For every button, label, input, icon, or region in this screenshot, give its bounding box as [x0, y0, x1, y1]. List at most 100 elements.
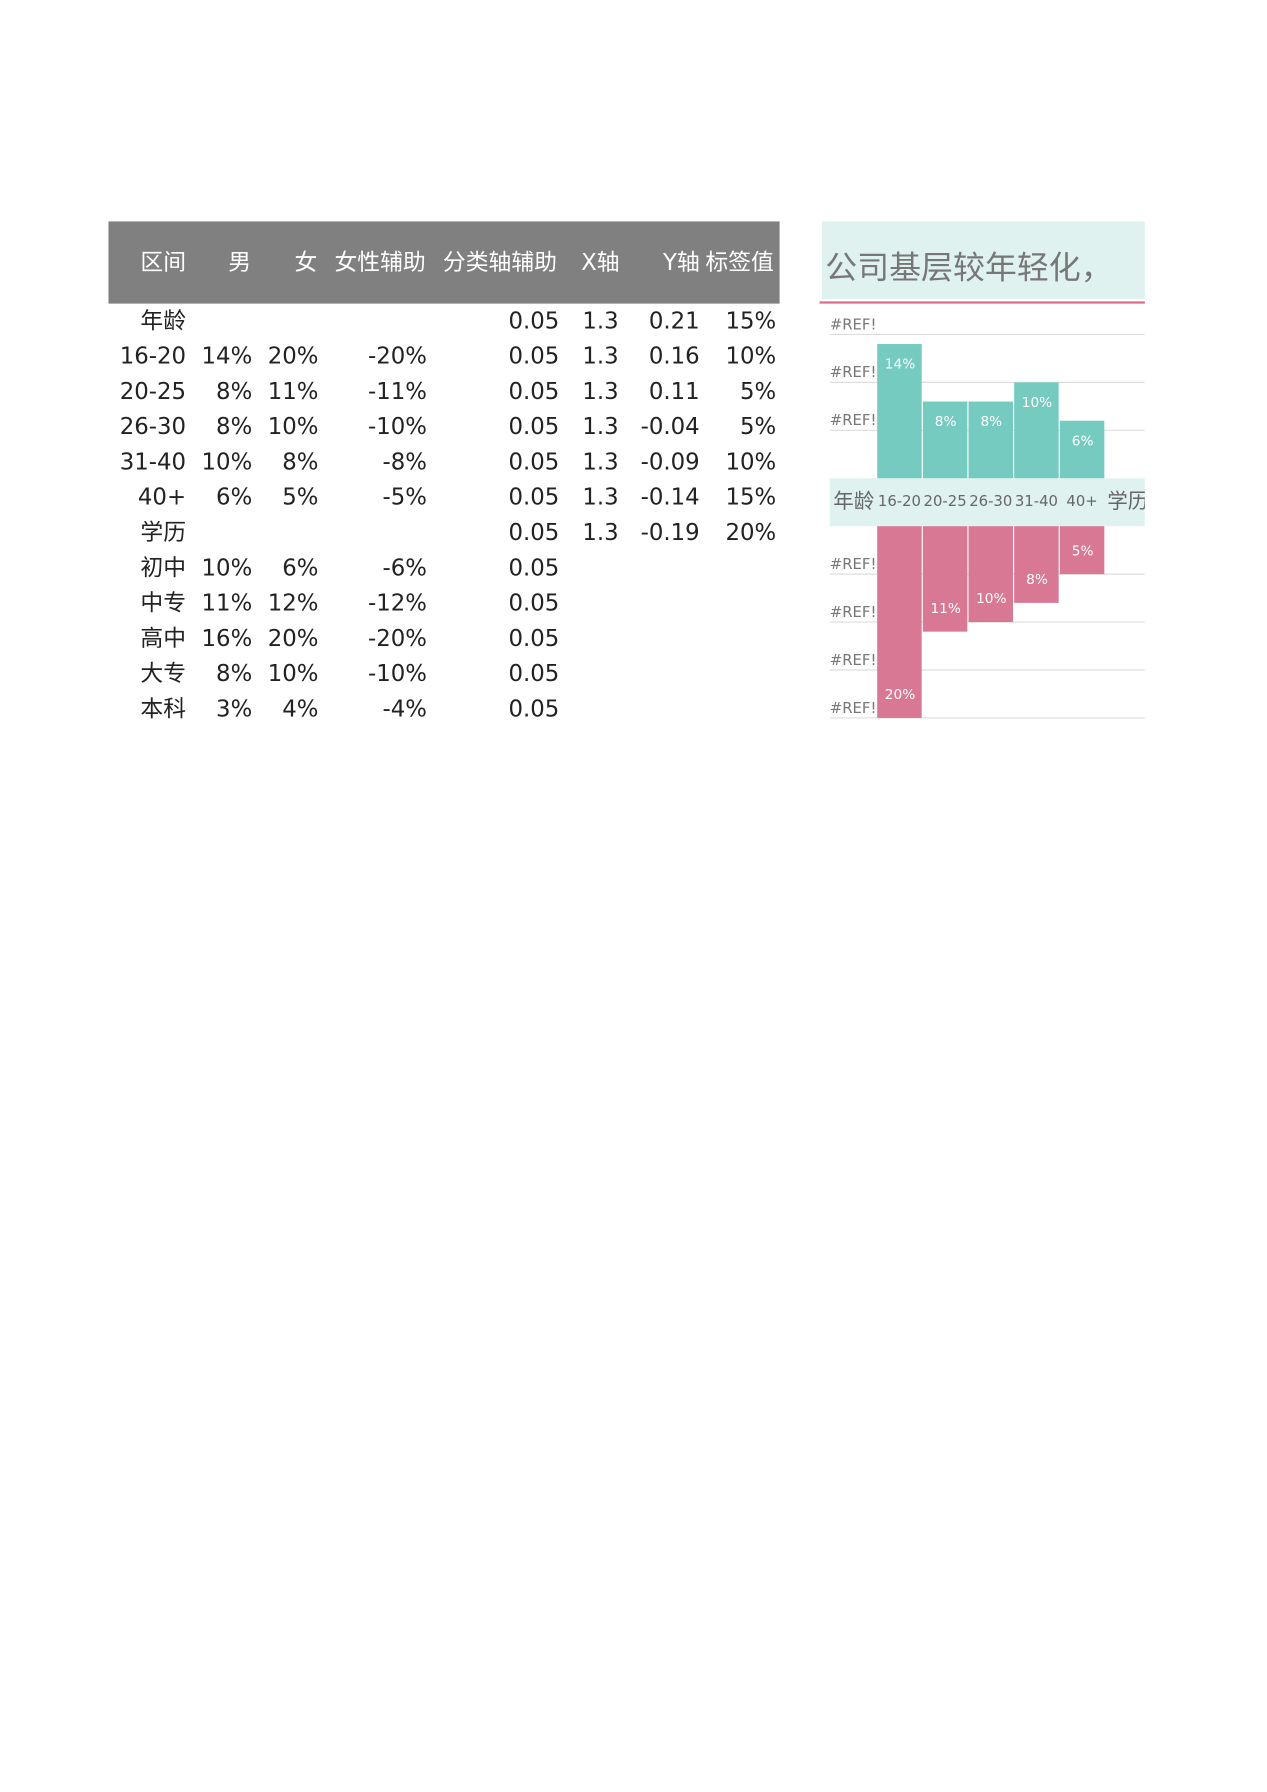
cell: 5% — [740, 379, 776, 405]
bar — [877, 526, 922, 718]
header-cell: 男 — [228, 250, 251, 276]
data-label: 8% — [980, 414, 1002, 430]
cell: -0.04 — [641, 414, 700, 440]
cell: 1.3 — [582, 414, 618, 440]
y2-tick-label: #REF! — [830, 652, 877, 669]
data-label: 8% — [935, 414, 957, 430]
data-label: 11% — [930, 601, 960, 617]
cell: 10% — [725, 344, 776, 370]
header-cell: 分类轴辅助 — [443, 250, 557, 276]
cell: 8% — [216, 379, 252, 405]
cell: 31-40 — [120, 449, 186, 475]
bar — [1059, 420, 1105, 479]
cell: 6% — [216, 485, 252, 511]
cell: 10% — [202, 555, 253, 581]
cell: 16-20 — [120, 344, 186, 370]
bar — [968, 526, 1014, 623]
header-cell: 女 — [295, 250, 318, 276]
bar — [922, 526, 968, 632]
cell: 26-30 — [120, 414, 186, 440]
cell: 4% — [282, 696, 318, 722]
cell: 11% — [268, 379, 319, 405]
cell: -20% — [368, 344, 427, 370]
data-label: 10% — [1022, 395, 1052, 411]
data-label: 20% — [885, 687, 915, 703]
cell: 20% — [268, 344, 319, 370]
cell: 10% — [268, 661, 319, 687]
cell: 0.11 — [649, 379, 700, 405]
cell: -4% — [382, 696, 426, 722]
x-tick-label: 26-30 — [969, 493, 1012, 510]
cell: 0.05 — [509, 626, 560, 652]
cell: 8% — [216, 414, 252, 440]
header-cell: Y轴 — [662, 250, 700, 276]
bar — [1014, 526, 1059, 603]
cell: 大专 — [140, 661, 186, 687]
cell: 0.05 — [509, 555, 560, 581]
x-tick-label: 学历 — [1107, 489, 1148, 513]
cell: 1.3 — [582, 520, 618, 546]
x-tick-label: 16-20 — [878, 493, 921, 510]
x-tick-label: 20-25 — [924, 493, 967, 510]
cell: -6% — [382, 555, 426, 581]
cell: 1.3 — [582, 449, 618, 475]
cell: 3% — [216, 696, 252, 722]
data-label: 6% — [1072, 433, 1094, 449]
y2-tick-label: #REF! — [830, 604, 877, 621]
cell: 中专 — [140, 591, 186, 617]
y-tick-label: #REF! — [830, 364, 877, 381]
cell: 5% — [282, 485, 318, 511]
cell: 0.05 — [509, 661, 560, 687]
bar — [922, 401, 968, 479]
cell: 1.3 — [582, 379, 618, 405]
cell: 0.05 — [509, 379, 560, 405]
cell: 20% — [268, 626, 319, 652]
cell: 1.3 — [582, 344, 618, 370]
header-cell: 女性辅助 — [334, 250, 425, 276]
bar — [968, 401, 1014, 479]
cell: 20-25 — [120, 379, 186, 405]
cell: -10% — [368, 661, 427, 687]
cell: 0.05 — [509, 308, 560, 334]
y-tick-label: #REF! — [830, 316, 877, 333]
chart-title: 公司基层较年轻化， — [825, 248, 1112, 286]
bar — [1014, 382, 1059, 479]
x-tick-label: 31-40 — [1015, 493, 1058, 510]
cell: -0.19 — [641, 520, 700, 546]
cell: -8% — [382, 449, 426, 475]
cell: -12% — [368, 591, 427, 617]
title-bg — [821, 221, 1145, 300]
cell: 0.05 — [509, 449, 560, 475]
cell: 40+ — [138, 485, 186, 511]
cell: 0.05 — [509, 344, 560, 370]
cell: 学历 — [140, 520, 186, 546]
cell: 10% — [268, 414, 319, 440]
bar — [877, 344, 922, 479]
cell: 0.05 — [509, 591, 560, 617]
cell: 10% — [725, 449, 776, 475]
cell: 15% — [725, 485, 776, 511]
cell: 0.16 — [649, 344, 700, 370]
cell: 5% — [740, 414, 776, 440]
cell: 14% — [202, 344, 253, 370]
data-label: 14% — [885, 357, 915, 373]
cell: 6% — [282, 555, 318, 581]
cell: 初中 — [140, 555, 186, 581]
x-tick-label: 40+ — [1066, 493, 1097, 510]
cell: 年龄 — [140, 308, 186, 334]
cell: 高中 — [140, 626, 186, 652]
data-label: 8% — [1026, 572, 1048, 588]
category-band — [829, 478, 1145, 527]
cell: -0.09 — [641, 449, 700, 475]
cell: 0.05 — [509, 520, 560, 546]
y-tick-label: #REF! — [830, 412, 877, 429]
cell: 0.21 — [649, 308, 700, 334]
cell: 8% — [282, 449, 318, 475]
cell: 10% — [202, 449, 253, 475]
header-cell: X轴 — [581, 250, 619, 276]
cell: 本科 — [140, 696, 186, 722]
chart: 公司基层较年轻化， #REF! #REF! #REF! #REF! #REF! #REF!… — [819, 221, 1148, 719]
x-tick-label: 年龄 — [833, 489, 874, 513]
cell: -5% — [382, 485, 426, 511]
